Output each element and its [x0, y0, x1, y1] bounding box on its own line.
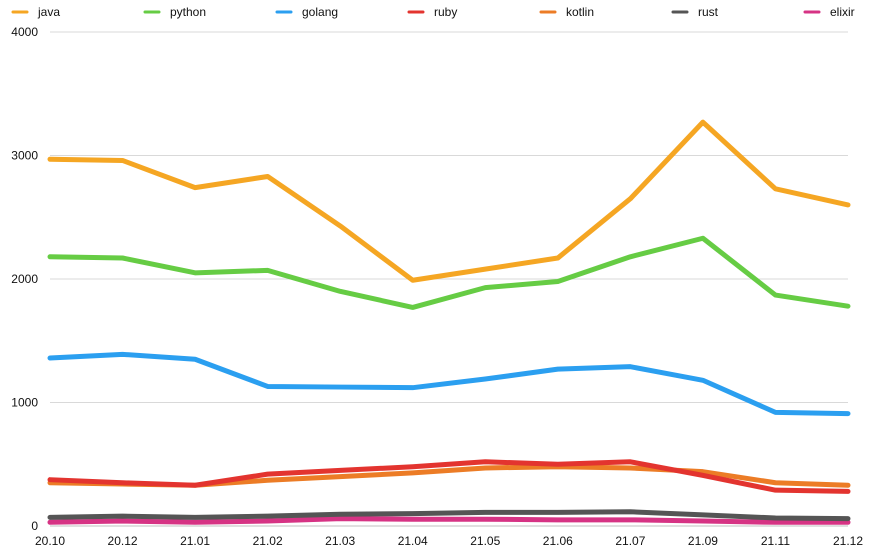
- x-tick-label: 21.03: [325, 534, 355, 548]
- grid-layer: [50, 31, 848, 527]
- legend-item-java: java: [11, 5, 60, 19]
- x-tick-label: 21.12: [833, 534, 863, 548]
- y-tick-label: 0: [31, 519, 38, 533]
- x-tick-label: 21.05: [470, 534, 500, 548]
- x-tick-label: 21.07: [615, 534, 645, 548]
- legend-label: rust: [698, 5, 719, 19]
- x-tick-label: 21.11: [761, 534, 790, 548]
- legend-label: ruby: [434, 5, 457, 19]
- legend-item-kotlin: kotlin: [539, 5, 594, 19]
- x-tick-label: 21.06: [543, 534, 573, 548]
- series-line-rust: [47, 509, 851, 522]
- legend-label: java: [37, 5, 60, 19]
- x-tick-label: 20.12: [108, 534, 138, 548]
- axis-layer: 0 1000 2000 3000 4000 20.10 20.12 21.01 21.02 21.…: [11, 25, 863, 548]
- legend-item-python: python: [143, 5, 206, 19]
- series-line-python: [47, 235, 851, 310]
- legend-item-rust: rust: [671, 5, 719, 19]
- series-line-elixir: [47, 516, 851, 525]
- y-tick-label: 4000: [11, 25, 38, 39]
- y-tick-label: 2000: [11, 272, 38, 286]
- y-tick-label: 1000: [11, 396, 38, 410]
- series-line-ruby: [47, 459, 851, 494]
- y-tick-label: 3000: [11, 149, 38, 163]
- x-tick-label: 21.09: [688, 534, 718, 548]
- legend-label: kotlin: [566, 5, 594, 19]
- legend-label: elixir: [830, 5, 855, 19]
- x-tick-label: 21.04: [398, 534, 428, 548]
- x-tick-label: 21.01: [180, 534, 210, 548]
- legend-label: python: [170, 5, 206, 19]
- legend: java python golang ruby kotlin rust elixir: [11, 5, 855, 19]
- legend-item-elixir: elixir: [803, 5, 855, 19]
- legend-item-ruby: ruby: [407, 5, 457, 19]
- series-line-java: [47, 119, 851, 283]
- x-tick-label: 21.02: [253, 534, 283, 548]
- legend-label: golang: [302, 5, 338, 19]
- series-line-golang: [47, 351, 851, 417]
- x-tick-label: 20.10: [35, 534, 65, 548]
- legend-item-golang: golang: [275, 5, 338, 19]
- series-layer: [47, 119, 851, 525]
